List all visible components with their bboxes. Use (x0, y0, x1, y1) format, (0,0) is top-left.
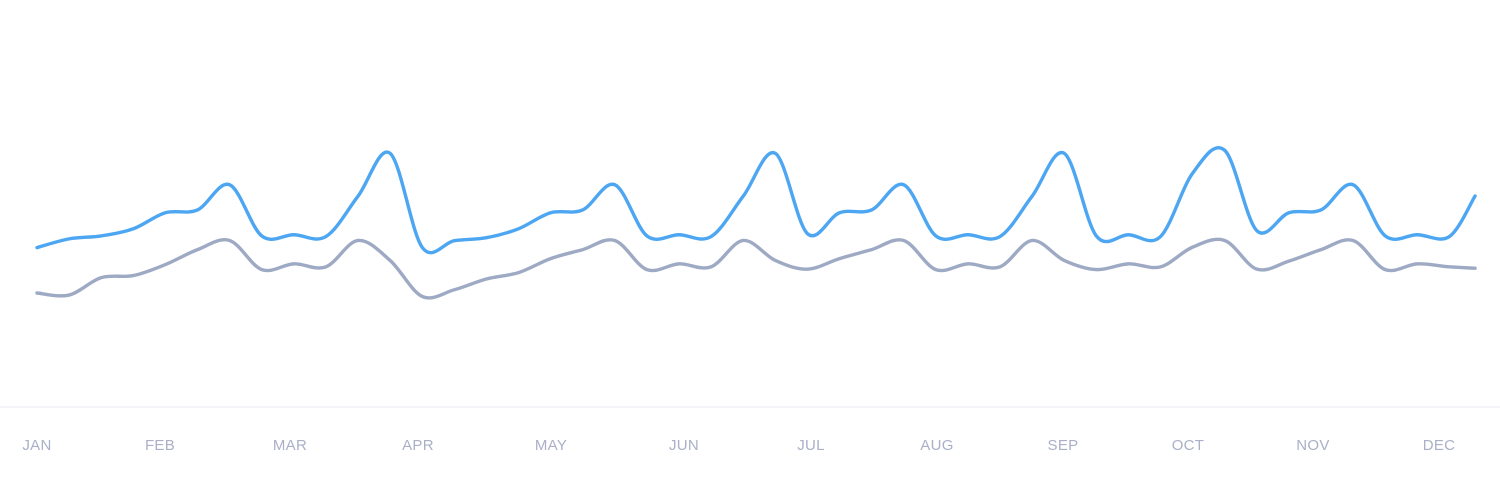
x-tick-label: MAR (273, 437, 307, 454)
x-tick-label: FEB (145, 437, 175, 454)
x-tick-label: DEC (1423, 437, 1456, 454)
x-tick-label: NOV (1296, 437, 1329, 454)
x-tick-label: SEP (1048, 437, 1079, 454)
x-tick-label: JAN (22, 437, 51, 454)
x-tick-label: APR (402, 437, 434, 454)
x-tick-label: MAY (535, 437, 567, 454)
x-axis-ticks: JAN FEB MAR APR MAY JUN JUL AUG SEP OCT NOV DEC (22, 437, 1455, 454)
x-tick-label: JUL (797, 437, 825, 454)
series-line-1 (35, 146, 1477, 255)
x-tick-label: AUG (920, 437, 953, 454)
x-tick-label: OCT (1172, 437, 1205, 454)
series-layer (35, 146, 1477, 300)
series-line-2 (35, 237, 1477, 300)
x-tick-label: JUN (669, 437, 699, 454)
